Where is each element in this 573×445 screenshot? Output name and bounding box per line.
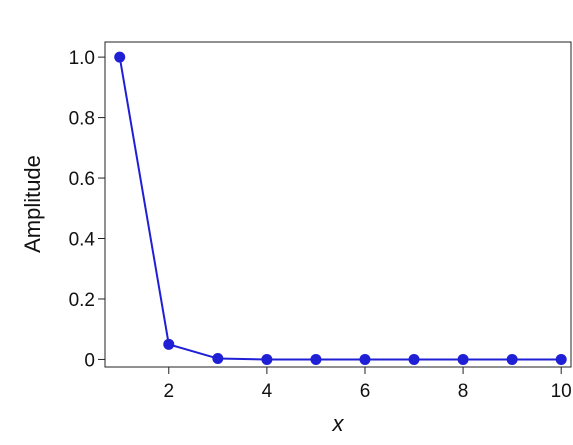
series-line: [118, 56, 562, 361]
y-axis-ticks: 0 0.2 0.4 0.6 0.8 1.0: [69, 48, 105, 371]
data-point: [212, 353, 224, 365]
data-point: [555, 353, 567, 365]
x-tick-label: 4: [262, 381, 273, 402]
series-layer: [114, 51, 567, 365]
data-point: [114, 51, 126, 63]
data-point: [163, 338, 175, 350]
y-axis-label: Amplitude: [20, 155, 45, 253]
y-tick-label: 0.6: [69, 169, 95, 190]
y-tick-label: 1.0: [69, 48, 95, 69]
x-tick-label: 2: [163, 381, 174, 402]
y-tick-label: 0: [84, 350, 95, 371]
data-point: [457, 353, 469, 365]
x-tick-label: 8: [458, 381, 469, 402]
x-axis-ticks: 2 4 6 8 10: [163, 367, 572, 402]
data-point: [310, 353, 322, 365]
data-point: [506, 353, 518, 365]
x-axis-label: x: [332, 411, 345, 436]
data-point: [261, 353, 273, 365]
y-tick-label: 0.8: [69, 109, 95, 130]
y-tick-label: 0.4: [69, 230, 96, 251]
data-point: [359, 353, 371, 365]
plot-frame: [104, 41, 572, 368]
x-tick-label: 10: [551, 381, 572, 402]
data-point: [408, 353, 420, 365]
y-tick-label: 0.2: [69, 290, 95, 311]
x-tick-label: 6: [360, 381, 371, 402]
